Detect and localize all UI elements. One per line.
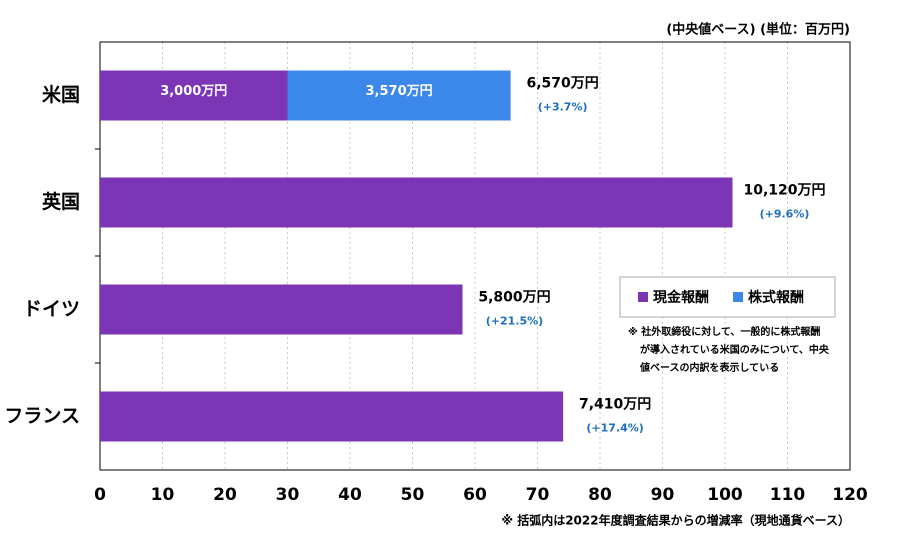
y-tick-label: ドイツ — [23, 298, 80, 320]
y-tick-label: フランス — [4, 405, 80, 427]
note: が導入されている米国のみについて、中央 — [640, 343, 830, 356]
note: 値ベースの内訳を表示している — [639, 361, 779, 374]
bar-segment — [100, 177, 733, 228]
legend-swatch — [733, 292, 743, 302]
bar-segment — [100, 70, 288, 121]
footnote: ※ 括弧内は2022年度調査結果からの増減率（現地通貨ベース） — [501, 513, 850, 528]
value-label: 7,410万円 — [579, 397, 651, 413]
x-tick-label: 60 — [463, 485, 487, 505]
y-tick-label: 米国 — [42, 83, 80, 106]
x-tick-label: 80 — [588, 485, 612, 505]
x-tick-label: 40 — [338, 485, 362, 505]
value-label: 10,120万円 — [743, 183, 825, 199]
value-label: 3,570万円 — [366, 84, 433, 99]
total-label: 6,570万円 — [526, 76, 598, 92]
legend-box — [619, 276, 836, 318]
change-label: (+3.7%) — [538, 101, 588, 114]
y-tick-label: 英国 — [42, 190, 80, 213]
bar-segment — [287, 70, 511, 121]
x-tick-label: 10 — [151, 485, 175, 505]
x-tick-label: 0 — [94, 485, 106, 505]
note: ※ 社外取締役に対して、一般的に株式報酬 — [628, 325, 820, 338]
x-tick-label: 30 — [276, 485, 300, 505]
value-label: 3,000万円 — [160, 84, 227, 99]
x-tick-label: 100 — [707, 485, 743, 505]
x-tick-label: 110 — [770, 485, 806, 505]
legend-swatch — [638, 292, 648, 302]
unit-label: (中央値ベース) (単位：百万円) — [666, 22, 850, 38]
x-tick-label: 120 — [832, 485, 868, 505]
bar-segment — [100, 391, 564, 442]
x-tick-label: 20 — [213, 485, 237, 505]
x-tick-label: 50 — [401, 485, 425, 505]
bar-segment — [100, 284, 463, 335]
legend-label: 現金報酬 — [653, 289, 709, 306]
value-label: 5,800万円 — [478, 290, 550, 306]
change-label: (+9.6%) — [760, 208, 810, 221]
change-label: (+17.4%) — [586, 422, 643, 435]
change-label: (+21.5%) — [486, 315, 543, 328]
x-tick-label: 90 — [651, 485, 675, 505]
legend-label: 株式報酬 — [748, 289, 804, 306]
x-tick-label: 70 — [526, 485, 550, 505]
